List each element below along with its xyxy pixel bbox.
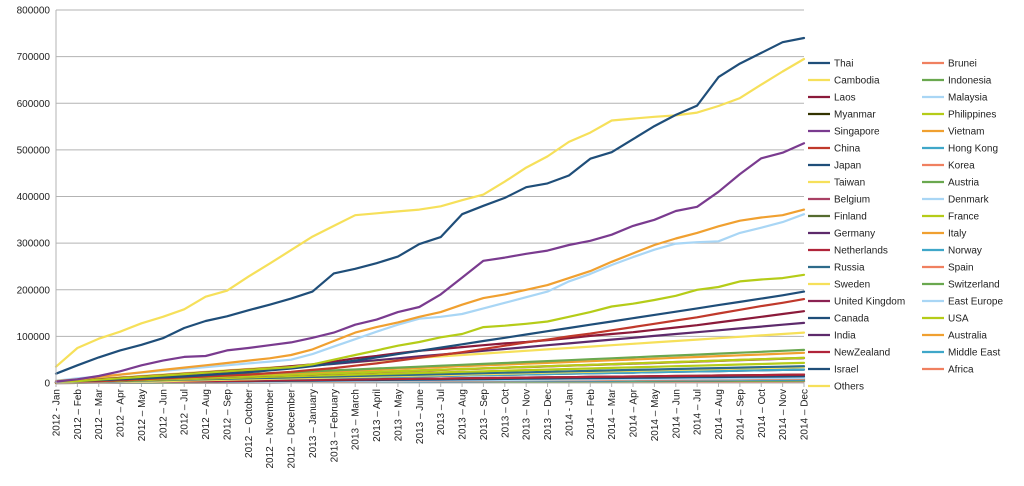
legend-label: Japan [834,161,861,172]
x-tick-label: 2014 – Aug [714,389,725,440]
x-tick-label: 2012 - Jan [52,389,63,436]
x-tick-label: 2012 – Aug [201,389,212,440]
x-tick-label: 2013 – Dec [543,389,554,440]
x-tick-label: 2014 – Oct [757,389,768,438]
legend-label: Taiwan [834,178,865,189]
legend-label: Singapore [834,127,880,138]
x-tick-label: 2012 – October [244,388,255,458]
legend-label: Spain [948,263,974,274]
legend-label: USA [948,314,969,325]
legend-label: Germany [834,229,875,240]
series-line-vietnam [54,208,806,383]
x-tick-label: 2012 – Mar [94,388,105,439]
legend-label: Finland [834,212,867,223]
legend: Thai Cambodia Laos Myanmar Singapore China Jap… [808,59,1003,393]
legend-label: Norway [948,246,982,257]
x-tick-label: 2014 – Mar [607,388,618,439]
legend-label: Vietnam [948,127,985,138]
series-line-thai [54,36,806,375]
y-tick-label: 800000 [17,6,51,17]
legend-label: NewZealand [834,348,890,359]
x-tick-label: 2012 – Jul [180,389,191,435]
legend-label: East Europe [948,297,1003,308]
legend-label: Canada [834,314,869,325]
legend-label: France [948,212,980,223]
y-tick-label: 700000 [17,52,51,63]
legend-label: Belgium [834,195,870,206]
x-tick-label: 2014 – Jun [671,389,682,439]
x-tick-label: 2012 – December [287,388,298,468]
legend-label: Myanmar [834,110,876,121]
x-tick-label: 2013 – Nov [522,389,533,440]
legend-label: Italy [948,229,966,240]
x-tick-label: 2014 – Apr [629,388,640,437]
y-tick-label: 200000 [17,285,51,296]
x-tick-label: 2013 – April [372,389,383,442]
x-tick-label: 2012 – Sep [222,389,233,441]
y-tick-label: 500000 [17,145,51,156]
y-tick-label: 600000 [17,99,51,110]
legend-label: Middle East [948,348,1000,359]
legend-label: Philippines [948,110,996,121]
series-line-philippines [54,273,806,384]
x-tick-label: 2014 – Nov [778,389,789,440]
x-tick-label: 2014 – Dec [800,389,811,440]
legend-label: Denmark [948,195,990,206]
y-tick-label: 400000 [17,192,51,203]
legend-label: Netherlands [834,246,888,257]
legend-label: Laos [834,93,856,104]
legend-label: Indonesia [948,76,992,87]
legend-label: Cambodia [834,76,880,87]
x-tick-label: 2012 – Apr [116,388,127,437]
legend-label: Thai [834,59,853,70]
legend-label: China [834,144,861,155]
x-tick-label: 2014 – May [650,389,661,441]
x-tick-label: 2013 – February [329,389,340,462]
legend-label: Israel [834,365,858,376]
x-tick-label: 2014 – Sep [735,389,746,441]
x-axis-ticks: 2012 - Jan 2012 – Feb 2012 – Mar 2012 – Apr… [52,383,811,469]
series-line-cambodia [54,57,806,368]
axes [55,10,804,384]
y-tick-label: 300000 [17,239,51,250]
y-axis-ticks: 0 100000 200000 300000 400000 500000 600000 700… [17,6,51,390]
x-tick-label: 2013 – January [308,389,319,458]
x-tick-label: 2013 – Oct [500,389,511,438]
legend-label: Austria [948,178,980,189]
x-tick-label: 2014 – Feb [586,389,597,440]
x-tick-label: 2012 – Feb [73,389,84,440]
legend-label: Australia [948,331,987,342]
x-tick-label: 2013 – Jul [436,389,447,435]
y-tick-label: 0 [44,379,50,390]
series-line-singapore [54,142,806,383]
y-tick-label: 100000 [17,332,51,343]
series-line-japan [54,290,806,384]
legend-label: Africa [948,365,974,376]
x-tick-label: 2013 – June [415,389,426,444]
x-tick-label: 2014 - Jan [564,389,575,436]
x-tick-label: 2012 – November [265,388,276,468]
legend-label: Others [834,382,864,393]
legend-label: Malaysia [948,93,988,104]
x-tick-label: 2014 – Jul [693,389,704,435]
legend-label: Sweden [834,280,870,291]
legend-label: Hong Kong [948,144,998,155]
x-tick-label: 2013 – Sep [479,389,490,441]
series-line-malaysia [54,213,806,382]
legend-label: Russia [834,263,865,274]
x-tick-label: 2013 – Aug [458,389,469,440]
legend-label: Switzerland [948,280,1000,291]
legend-label: United Kingdom [834,297,905,308]
x-tick-label: 2012 – May [137,389,148,441]
legend-label: India [834,331,856,342]
x-tick-label: 2012 – Jun [158,389,169,439]
x-tick-label: 2013 – May [393,389,404,441]
legend-label: Korea [948,161,975,172]
x-tick-label: 2013 – March [351,389,362,450]
legend-label: Brunei [948,59,977,70]
